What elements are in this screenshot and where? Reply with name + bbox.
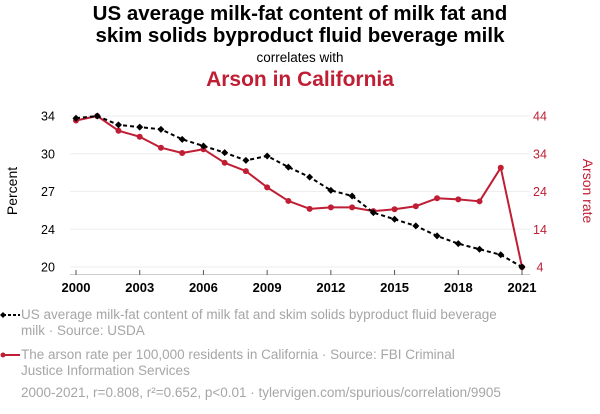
data-point-milk-fat <box>114 121 122 129</box>
y2-tick-label: 14 <box>533 223 547 237</box>
data-point-milk-fat <box>433 232 441 240</box>
data-point-arson-rate <box>455 196 462 203</box>
data-point-arson-rate <box>179 149 186 156</box>
data-point-milk-fat <box>518 263 526 271</box>
data-point-arson-rate <box>412 203 419 210</box>
data-point-arson-rate <box>264 184 271 191</box>
data-point-milk-fat <box>136 123 144 131</box>
legend-item-milk-fat[interactable]: US average milk-fat content of milk fat … <box>0 307 561 339</box>
data-point-milk-fat <box>369 209 377 217</box>
y-axis-label: Percent <box>4 167 20 215</box>
legend-item-arson-rate[interactable]: The arson rate per 100,000 residents in … <box>0 347 561 379</box>
x-tick-label: 2015 <box>380 280 409 295</box>
series-line-milk-fat <box>75 114 523 268</box>
x-axis: 2000 2003 2006 2009 2012 2015 2018 2021 <box>62 270 537 295</box>
chart-title: US average milk-fat content of milk fat … <box>0 3 600 47</box>
x-tick-label: 2003 <box>125 280 154 295</box>
y2-tick-label: 34 <box>533 147 547 161</box>
series-line-arson-rate <box>75 115 523 268</box>
data-point-milk-fat <box>72 114 80 122</box>
x-tick-label: 2012 <box>316 280 345 295</box>
legend-dashed-diamond-icon <box>0 312 20 318</box>
data-point-milk-fat <box>327 186 335 194</box>
data-point-milk-fat <box>391 215 399 223</box>
x-tick-label: 2018 <box>444 280 473 295</box>
data-point-arson-rate <box>221 159 228 166</box>
x-tick-label: 2021 <box>508 280 537 295</box>
data-point-milk-fat <box>178 135 186 143</box>
data-point-arson-rate <box>476 198 483 205</box>
chart-title-secondary: Arson in California <box>206 68 394 91</box>
data-point-milk-fat <box>221 149 229 157</box>
line-chart: 34 30 27 24 20 44 34 24 14 4 2000 2003 2006 2009 201… <box>4 110 596 296</box>
x-tick-label: 2006 <box>189 280 218 295</box>
y2-tick-label: 24 <box>533 185 547 199</box>
data-point-arson-rate <box>327 204 334 211</box>
data-point-arson-rate <box>349 204 356 211</box>
y-tick-label: 27 <box>41 185 55 199</box>
x-tick-label: 2000 <box>62 280 91 295</box>
y-tick-label: 34 <box>41 110 55 124</box>
chart-title-line2: skim solids byproduct fluid beverage mil… <box>95 24 505 47</box>
data-point-arson-rate <box>497 164 504 171</box>
data-point-milk-fat <box>476 245 484 253</box>
gridlines <box>70 115 530 268</box>
data-point-milk-fat <box>412 222 420 230</box>
chart-title-line1: US average milk-fat content of milk fat … <box>92 2 508 25</box>
footer-stats: 2000-2021, r=0.808, r²=0.652, p<0.01 · t… <box>21 385 501 400</box>
data-point-arson-rate <box>242 168 249 175</box>
data-point-milk-fat <box>157 125 165 133</box>
data-point-milk-fat <box>263 152 271 160</box>
x-tick-label: 2009 <box>253 280 282 295</box>
y2-tick-label: 44 <box>533 110 547 124</box>
series-milk-fat <box>72 112 526 271</box>
y2-axis-label: Arson rate <box>580 159 596 224</box>
data-point-arson-rate <box>391 206 398 213</box>
legend-text-line2: milk · Source: USDA <box>21 323 145 338</box>
y-axis-left: 34 30 27 24 20 <box>41 110 55 275</box>
data-point-milk-fat <box>199 142 207 150</box>
data-point-milk-fat <box>93 112 101 120</box>
y-axis-right: 44 34 24 14 4 <box>533 110 547 275</box>
data-point-arson-rate <box>136 133 143 140</box>
y-tick-label: 24 <box>41 223 55 237</box>
data-point-milk-fat <box>348 192 356 200</box>
data-point-milk-fat <box>454 240 462 248</box>
data-point-arson-rate <box>115 127 122 134</box>
data-point-milk-fat <box>497 251 505 259</box>
data-point-arson-rate <box>157 144 164 151</box>
y-tick-label: 20 <box>41 261 55 275</box>
data-point-arson-rate <box>306 205 313 212</box>
y2-tick-label: 4 <box>537 261 544 275</box>
chart-subtitle: correlates with <box>256 50 344 65</box>
legend-text-line2: Justice Information Services <box>21 363 190 378</box>
data-point-milk-fat <box>306 173 314 181</box>
data-point-milk-fat <box>242 156 250 164</box>
y-tick-label: 30 <box>41 147 55 161</box>
legend-text-line1: The arson rate per 100,000 residents in … <box>21 347 455 362</box>
legend-text-line1: US average milk-fat content of milk fat … <box>21 307 497 322</box>
data-point-arson-rate <box>285 197 292 204</box>
data-point-arson-rate <box>434 195 441 202</box>
data-point-milk-fat <box>284 163 292 171</box>
legend-solid-circle-icon <box>0 352 20 358</box>
